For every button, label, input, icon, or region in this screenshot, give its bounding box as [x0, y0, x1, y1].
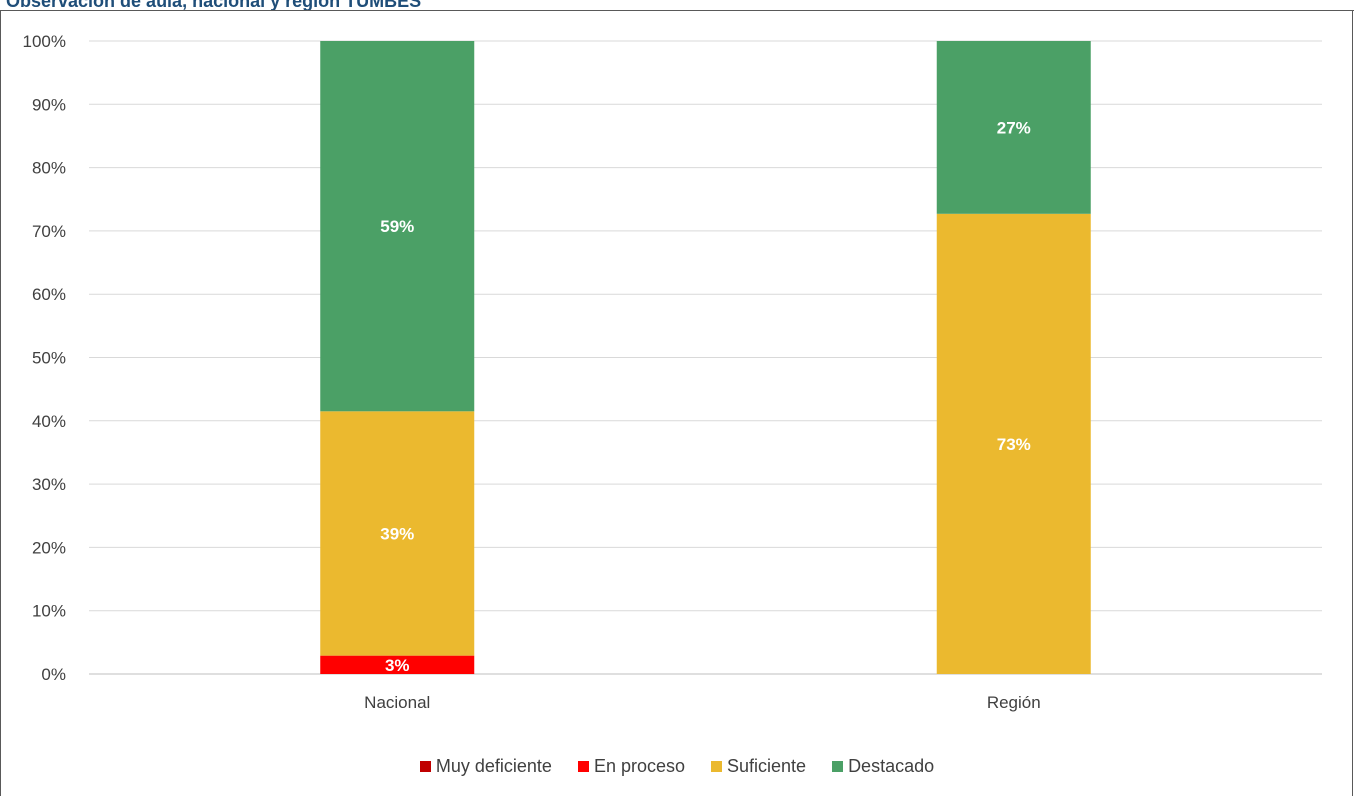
chart-frame-top [0, 10, 1354, 11]
y-tick-label: 10% [32, 602, 66, 621]
x-tick-label: Nacional [364, 693, 430, 712]
y-tick-label: 100% [23, 32, 66, 51]
data-label: 59% [380, 217, 414, 236]
legend-swatch [832, 761, 844, 772]
legend-item-destacado: Destacado [832, 756, 934, 777]
bar-segment [936, 41, 1091, 214]
y-tick-label: 90% [32, 95, 66, 114]
data-label: 73% [997, 435, 1031, 454]
legend-swatch [711, 761, 722, 772]
y-tick-label: 60% [32, 285, 66, 304]
y-tick-label: 40% [32, 412, 66, 431]
y-tick-label: 0% [41, 665, 66, 684]
legend-label: En proceso [593, 756, 685, 776]
bar-segment [936, 213, 1091, 674]
y-tick-label: 20% [32, 538, 66, 557]
y-tick-label: 70% [32, 222, 66, 241]
legend-swatch [577, 761, 589, 772]
chart-legend: Muy deficiente En proceso Suficiente Des… [0, 756, 1354, 777]
bar-segment [320, 41, 475, 412]
data-label: 39% [380, 524, 414, 543]
legend-label: Destacado [848, 756, 935, 776]
bar-segment [320, 655, 475, 674]
legend-item-en-proceso: En proceso [577, 756, 685, 777]
chart-title: Observación de aula, nacional y región T… [6, 0, 422, 11]
x-tick-label: Región [987, 693, 1041, 712]
legend-item-muy-deficiente: Muy deficiente [419, 756, 552, 777]
legend-swatch [419, 761, 431, 772]
legend-label: Muy deficiente [435, 756, 552, 776]
chart-frame-right [1352, 10, 1353, 796]
y-tick-label: 50% [32, 349, 66, 368]
data-label: 3% [385, 656, 410, 675]
data-label: 27% [997, 118, 1031, 137]
legend-label: Suficiente [727, 756, 807, 776]
chart-frame-left [0, 10, 1, 796]
legend-item-suficiente: Suficiente [711, 756, 806, 777]
bar-segment [320, 411, 475, 656]
y-tick-label: 80% [32, 159, 66, 178]
y-tick-label: 30% [32, 475, 66, 494]
